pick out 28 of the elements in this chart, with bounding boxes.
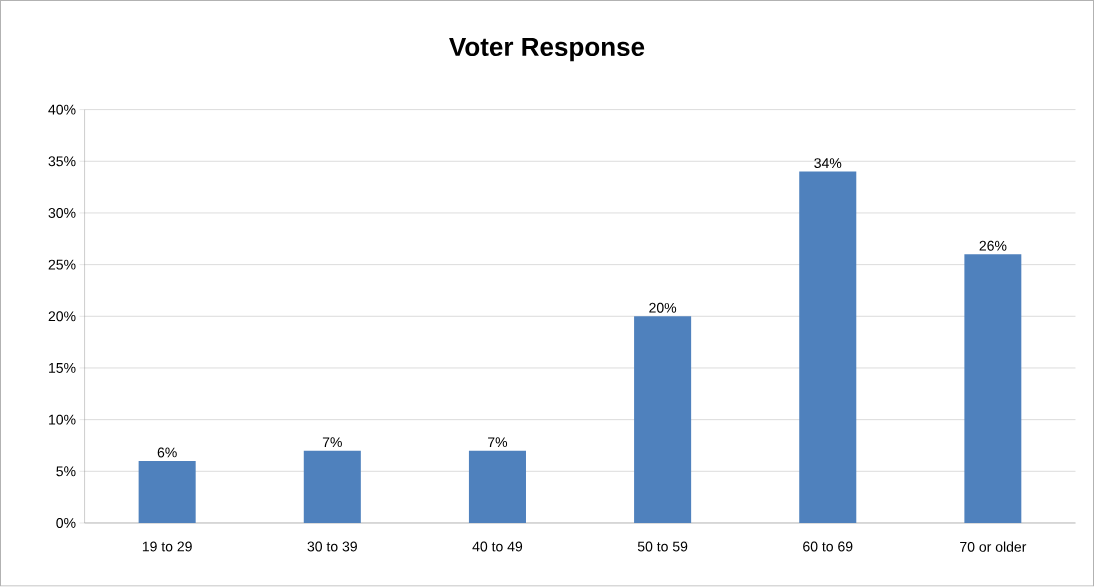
y-tick-label: 0% bbox=[56, 518, 76, 529]
data-label: 26% bbox=[979, 241, 1007, 251]
x-tick-label: 50 to 59 bbox=[637, 541, 688, 552]
data-label: 6% bbox=[157, 447, 177, 458]
y-tick-label: 10% bbox=[49, 414, 76, 425]
x-tick-label: 40 to 49 bbox=[472, 541, 523, 552]
y-tick-label: 5% bbox=[56, 466, 76, 477]
x-tick-label: 60 to 69 bbox=[803, 541, 853, 552]
x-tick-label: 70 or older bbox=[960, 541, 1027, 553]
y-tick-label: 25% bbox=[48, 259, 76, 270]
bar bbox=[799, 171, 857, 524]
bar bbox=[138, 461, 196, 524]
y-tick-label: 20% bbox=[48, 311, 76, 322]
data-label: 20% bbox=[649, 303, 677, 313]
bar bbox=[964, 254, 1022, 524]
bar bbox=[468, 450, 526, 524]
chart-title: Voter Response bbox=[449, 38, 645, 62]
bar bbox=[634, 316, 692, 524]
data-label: 34% bbox=[814, 158, 842, 169]
y-tick-label: 15% bbox=[49, 363, 76, 374]
x-tick-label: 19 to 29 bbox=[142, 541, 192, 552]
x-tick-label: 30 to 39 bbox=[307, 541, 357, 552]
y-tick-label: 30% bbox=[48, 208, 76, 219]
data-label: 7% bbox=[322, 437, 342, 448]
bar bbox=[303, 450, 361, 524]
y-tick-label: 40% bbox=[48, 104, 76, 115]
y-tick-label: 35% bbox=[48, 156, 76, 167]
data-label: 7% bbox=[488, 437, 508, 448]
